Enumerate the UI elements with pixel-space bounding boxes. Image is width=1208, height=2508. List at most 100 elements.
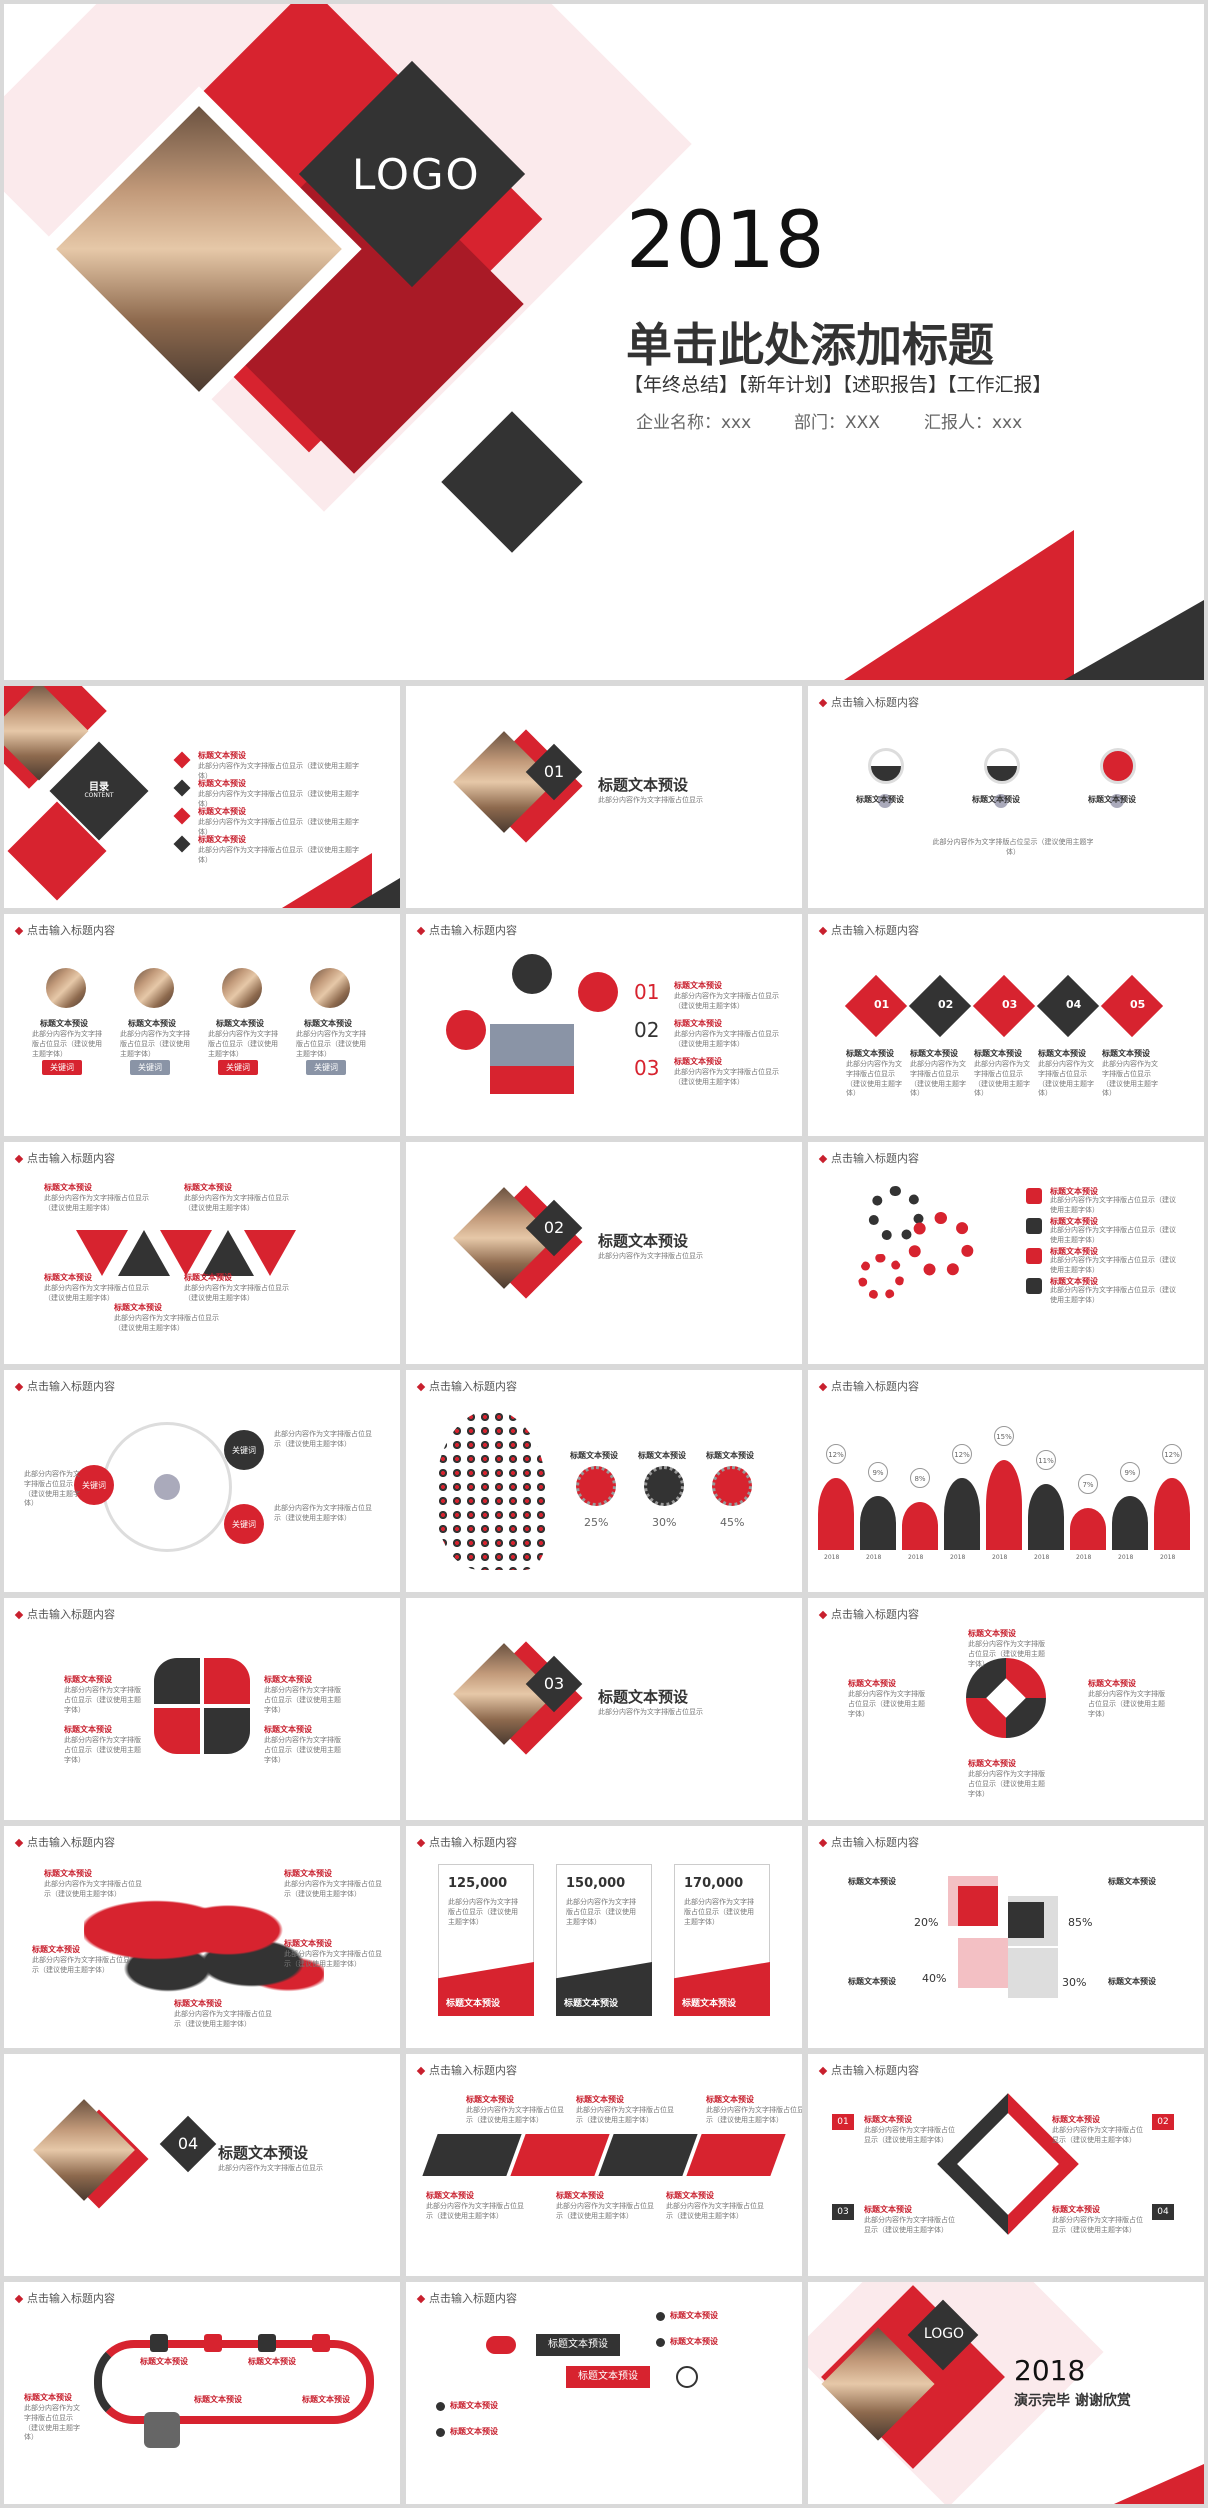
end-thanks: 演示完毕 谢谢欣赏	[1014, 2393, 1131, 2409]
section-slide[interactable]: 03 标题文本预设 此部分内容作为文字排版占位显示	[406, 1598, 802, 1820]
user-icon	[878, 794, 892, 808]
flow-label-red[interactable]: 标题文本预设	[566, 2366, 650, 2388]
peak-mark	[1154, 1478, 1190, 1550]
keyword-pill[interactable]: 关键词	[218, 1060, 258, 1075]
para-title: 标题文本预设	[426, 2191, 474, 2200]
flow-smile-icon	[486, 2336, 516, 2354]
five-steps-slide[interactable]: 点击输入标题内容 01 标题文本预设 此部分内容作为文字排版占位显示（建议使用主题字体…	[808, 914, 1204, 1136]
triangles-slide[interactable]: 点击输入标题内容 标题文本预设 此部分内容作为文字排版占位显示（建议使用主题字体）标…	[4, 1142, 400, 1364]
card-body: 此部分内容作为文字排版占位显示（建议使用主题字体）	[448, 1898, 518, 1926]
cover-title[interactable]: 单击此处添加标题	[626, 318, 994, 372]
flower-slide[interactable]: 点击输入标题内容 标题文本预设 此部分内容作为文字排版占位显示（建议使用主题字体）标…	[808, 1598, 1204, 1820]
feature-icon	[1026, 1188, 1042, 1204]
boxes-slide[interactable]: 点击输入标题内容 20% 85% 40% 30% 标题文本预设 标题文本预设 标题文本预设 标题…	[808, 1826, 1204, 2048]
peak-year: 2018	[824, 1554, 840, 1561]
quadrant-body: 此部分内容作为文字排版占位显示（建议使用主题字体）	[264, 1736, 341, 1764]
cover-company: 企业名称：xxx	[636, 413, 752, 433]
toc-item-body: 此部分内容作为文字排版占位显示（建议使用主题字体）	[198, 846, 359, 864]
section-number: 01	[543, 762, 565, 781]
keyword-pill[interactable]: 关键词	[42, 1060, 82, 1075]
slide-header: 点击输入标题内容	[418, 2290, 517, 2306]
step-body: 此部分内容作为文字排版占位显示（建议使用主题字体）	[1038, 1060, 1094, 1098]
slide-header: 点击输入标题内容	[16, 2290, 115, 2306]
parallelogram-slide[interactable]: 点击输入标题内容20%标题文本预设此部分内容作为文字排版占位显示（建议使用主题字…	[406, 2054, 802, 2276]
section-subtitle: 此部分内容作为文字排版占位显示	[598, 1252, 703, 1260]
toc-item-title: 标题文本预设	[198, 751, 246, 760]
quadrant-body: 此部分内容作为文字排版占位显示（建议使用主题字体）	[264, 1686, 341, 1714]
circle-title: 标题文本预设	[856, 795, 904, 804]
quadrant-body: 此部分内容作为文字排版占位显示（建议使用主题字体）	[64, 1686, 141, 1714]
flower-body: 此部分内容作为文字排版占位显示（建议使用主题字体）	[848, 1690, 925, 1718]
toc-slide[interactable]: 目录 CONTENT 标题文本预设 此部分内容作为文字排版占位显示（建议使用主题字体）…	[4, 686, 400, 908]
cards-slide[interactable]: 点击输入标题内容 125,000 此部分内容作为文字排版占位显示（建议使用主题字体）…	[406, 1826, 802, 2048]
section-slide[interactable]: 01 标题文本预设 此部分内容作为文字排版占位显示	[406, 686, 802, 908]
peak-year: 2018	[1076, 1554, 1092, 1561]
map-title: 标题文本预设	[174, 1999, 222, 2008]
para-body: 此部分内容作为文字排版占位显示（建议使用主题字体）	[466, 2106, 564, 2124]
slide-header: 点击输入标题内容	[820, 1606, 919, 1622]
quadrant-slide[interactable]: 点击输入标题内容 标题文本预设 此部分内容作为文字排版占位显示（建议使用主题字体）标…	[4, 1598, 400, 1820]
keyword-pill[interactable]: 关键词	[130, 1060, 170, 1075]
list-number: 03	[634, 1056, 660, 1080]
parallelogram	[422, 2134, 522, 2176]
para-body: 此部分内容作为文字排版占位显示（建议使用主题字体）	[666, 2202, 764, 2220]
keyword-label: 关键词	[232, 1520, 256, 1529]
peak-bubble: 7%	[1078, 1474, 1098, 1494]
toc-dark-tri	[350, 878, 400, 908]
flow-slide[interactable]: 点击输入标题内容 标题文本预设 标题文本预设 标题文本预设 标题文本预设 标题文本预设 标题…	[406, 2282, 802, 2504]
end-slide[interactable]: LOGO 2018 演示完毕 谢谢欣赏	[808, 2282, 1204, 2504]
cycle-slide[interactable]: 点击输入标题内容 关键词 关键词 关键词 此部分内容作为文字排版占位显示（建议使用主题字…	[4, 1370, 400, 1592]
keyword-pill[interactable]: 关键词	[306, 1060, 346, 1075]
keywords-slide[interactable]: 点击输入标题内容 标题文本预设 此部分内容作为文字排版占位显示（建议使用主题字体） 关…	[4, 914, 400, 1136]
list-title: 标题文本预设	[674, 1019, 722, 1028]
cover-reporter: 汇报人：xxx	[924, 413, 1023, 433]
feature-icon	[1026, 1278, 1042, 1294]
cycle-body-right-2: 此部分内容作为文字排版占位显示（建议使用主题字体）	[274, 1504, 372, 1522]
slide-header: 点击输入标题内容	[820, 694, 919, 710]
peak-year: 2018	[1034, 1554, 1050, 1561]
para-title: 标题文本预设	[466, 2095, 514, 2104]
check-icon	[656, 2312, 665, 2321]
keyword-photo	[134, 968, 174, 1008]
cover-tags: 【年终总结】【新年计划】【述职报告】【工作汇报】	[624, 374, 1052, 396]
flow-title: 标题文本预设	[450, 2427, 498, 2436]
step-number: 01	[874, 998, 890, 1011]
circles-slide[interactable]: 点击输入标题内容 标题文本预设 标题文本预设 标题文本预设 此部分内容作为文字排版占位显…	[808, 686, 1204, 908]
timeline-node	[312, 2334, 330, 2352]
world-map	[84, 1886, 324, 1996]
para-title: 标题文本预设	[706, 2095, 754, 2104]
keyword-label: 关键词	[232, 1446, 256, 1455]
flow-title: 标题文本预设	[450, 2401, 498, 2410]
head-stats-slide[interactable]: 点击输入标题内容 标题文本预设 25% 标题文本预设 30% 标题文本预设 45%	[406, 1370, 802, 1592]
flow-label[interactable]: 标题文本预设	[536, 2334, 620, 2356]
head-icons	[436, 1410, 546, 1570]
keyword-body: 此部分内容作为文字排版占位显示（建议使用主题字体）	[208, 1030, 278, 1058]
cover-slide[interactable]: LOGO 2018 单击此处添加标题 【年终总结】【新年计划】【述职报告】【工作…	[4, 4, 1204, 680]
quadrant-piece	[204, 1708, 250, 1754]
speech-bubble-dark	[512, 954, 552, 994]
timeline-left-title: 标题文本预设	[24, 2393, 72, 2402]
gear-item-title: 标题文本预设	[1050, 1277, 1098, 1286]
stat-title: 标题文本预设	[638, 1451, 686, 1460]
loop-slide[interactable]: 点击输入标题内容 01 标题文本预设 此部分内容作为文字排版占位显示（建议使用主题字体…	[808, 2054, 1204, 2276]
card-value: 125,000	[448, 1876, 508, 1891]
quadrant-piece	[154, 1658, 200, 1704]
peaks-chart-slide[interactable]: 点击输入标题内容 12% 2018 9% 2018 8% 2018 12% 2018 15% 201…	[808, 1370, 1204, 1592]
section-number: 03	[543, 1674, 565, 1693]
list-number: 01	[634, 980, 660, 1004]
flower-body: 此部分内容作为文字排版占位显示（建议使用主题字体）	[1088, 1690, 1165, 1718]
quadrant-piece	[204, 1658, 250, 1704]
timeline-slide[interactable]: 点击输入标题内容 标题文本预设 标题文本预设 标题文本预设 标题文本预设 标题文本预设 此部…	[4, 2282, 400, 2504]
section-slide[interactable]: 02 标题文本预设 此部分内容作为文字排版占位显示	[406, 1142, 802, 1364]
section-slide[interactable]: 04 标题文本预设 此部分内容作为文字排版占位显示	[4, 2054, 400, 2276]
loop-body: 此部分内容作为文字排版占位显示（建议使用主题字体）	[1052, 2216, 1143, 2234]
peak-mark	[1112, 1496, 1148, 1550]
map-title: 标题文本预设	[44, 1869, 92, 1878]
progress-circle	[984, 748, 1020, 784]
podium	[490, 1024, 574, 1094]
gears-slide[interactable]: 点击输入标题内容 标题文本预设 此部分内容作为文字排版占位显示（建议使用主题字体）标…	[808, 1142, 1204, 1364]
step-number: 02	[938, 998, 954, 1011]
section-title: 标题文本预设	[218, 2144, 309, 2162]
world-map-slide[interactable]: 点击输入标题内容 标题文本预设 此部分内容作为文字排版占位显示（建议使用主题字体）标…	[4, 1826, 400, 2048]
podium-slide[interactable]: 点击输入标题内容 01 标题文本预设 此部分内容作为文字排版占位显示（建议使用主题字体…	[406, 914, 802, 1136]
